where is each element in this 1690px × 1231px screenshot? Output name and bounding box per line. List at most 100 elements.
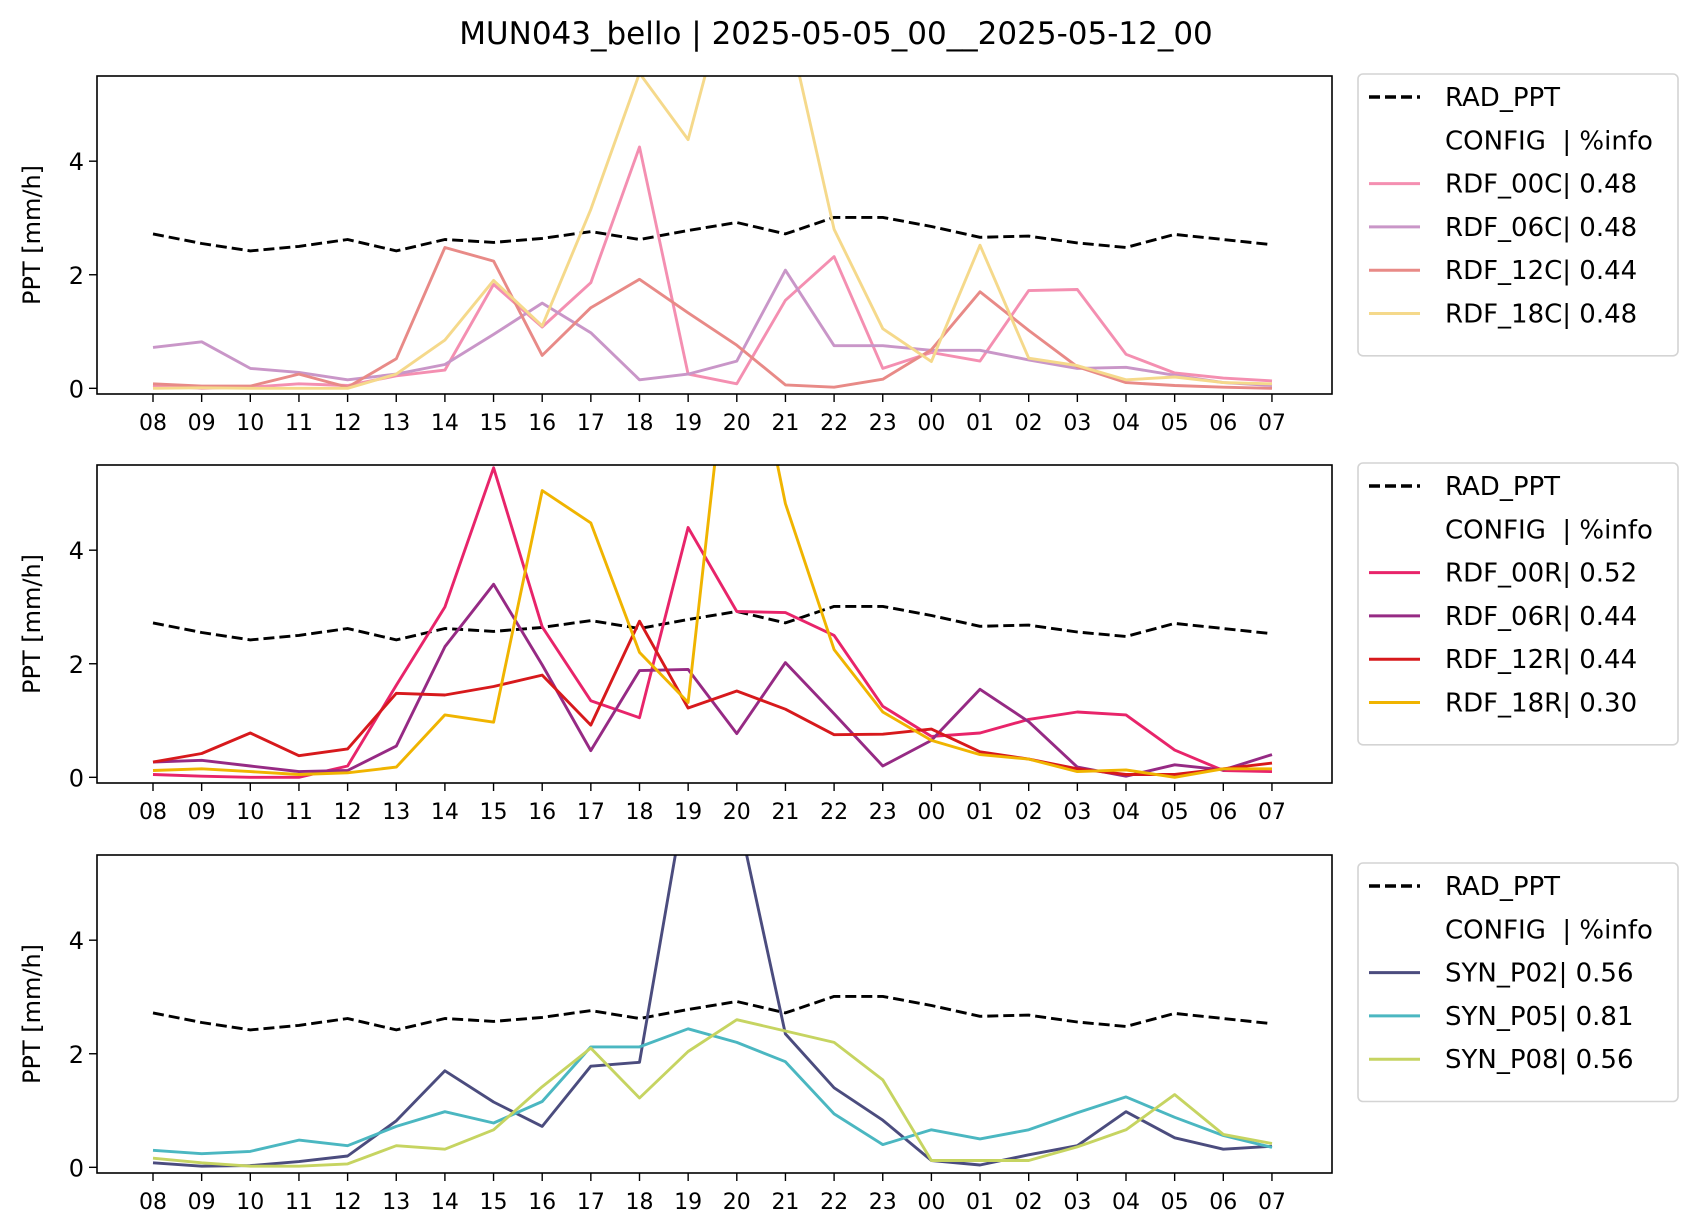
x-tick-label: 06 xyxy=(1209,800,1237,825)
series-line-rdf-18r xyxy=(152,465,1272,779)
y-axis-label: PPT [mm/h] xyxy=(18,944,46,1084)
x-tick-label: 00 xyxy=(917,411,945,436)
y-tick-label: 0 xyxy=(69,764,84,792)
legend: RAD_PPT CONFIG | %info SYN_P02| 0.56 SYN_P0… xyxy=(1357,862,1679,1103)
legend-box xyxy=(1357,862,1679,1103)
legend-header: CONFIG | %info xyxy=(1445,915,1653,945)
x-tick-label: 21 xyxy=(771,1190,799,1215)
series-group xyxy=(152,465,1273,779)
legend-entry-label: RDF_18C| 0.48 xyxy=(1445,300,1637,330)
y-tick-label: 2 xyxy=(69,262,84,290)
x-tick-label: 18 xyxy=(626,1190,654,1215)
x-tick-label: 19 xyxy=(674,411,702,436)
series-line-syn-p05 xyxy=(152,1027,1273,1156)
x-tick-label: 09 xyxy=(188,800,216,825)
x-tick-label: 14 xyxy=(431,411,459,436)
x-tick-label: 03 xyxy=(1063,411,1091,436)
x-tick-label: 05 xyxy=(1161,800,1189,825)
x-tick-label: 07 xyxy=(1258,1190,1286,1215)
x-tick-label: 02 xyxy=(1015,1190,1043,1215)
x-tick-label: 07 xyxy=(1258,411,1286,436)
x-tick-label: 23 xyxy=(869,1190,897,1215)
x-tick-label: 04 xyxy=(1112,800,1140,825)
x-tick-label: 15 xyxy=(480,411,508,436)
x-tick-label: 19 xyxy=(674,800,702,825)
series-line-rad-ppt xyxy=(152,994,1273,1032)
legend-entry-label: SYN_P08| 0.56 xyxy=(1445,1045,1634,1075)
x-tick-label: 07 xyxy=(1258,800,1286,825)
x-tick-label: 14 xyxy=(431,1190,459,1215)
x-tick-label: 22 xyxy=(820,411,848,436)
x-tick-label: 08 xyxy=(139,1190,167,1215)
x-tick-label: 13 xyxy=(382,1190,410,1215)
x-tick-label: 01 xyxy=(966,1190,994,1215)
x-tick-label: 22 xyxy=(820,800,848,825)
series-line-syn-p02 xyxy=(152,855,1273,1168)
x-tick-label: 12 xyxy=(334,1190,362,1215)
legend-entry-label: SYN_P05| 0.81 xyxy=(1445,1002,1634,1032)
x-tick-label: 04 xyxy=(1112,1190,1140,1215)
x-tick-label: 01 xyxy=(966,411,994,436)
x-tick-label: 20 xyxy=(723,800,751,825)
plot-frame xyxy=(96,854,1333,1174)
legend-entry-label: RDF_06C| 0.48 xyxy=(1445,213,1637,243)
x-tick-label: 09 xyxy=(188,1190,216,1215)
x-tick-label: 11 xyxy=(285,1190,313,1215)
x-tick-label: 06 xyxy=(1209,411,1237,436)
x-tick-label: 13 xyxy=(382,411,410,436)
x-tick-label: 08 xyxy=(139,800,167,825)
x-tick-label: 23 xyxy=(869,411,897,436)
x-tick-label: 11 xyxy=(285,411,313,436)
legend-entry-label: RDF_00R| 0.52 xyxy=(1445,559,1637,589)
x-tick-label: 13 xyxy=(382,800,410,825)
x-tick-label: 15 xyxy=(480,1190,508,1215)
x-tick-label: 14 xyxy=(431,800,459,825)
legend-box xyxy=(1357,462,1679,746)
figure-title: MUN043_bello | 2025-05-05_00__2025-05-12… xyxy=(459,16,1213,52)
x-tick-label: 16 xyxy=(528,800,556,825)
x-tick-label: 17 xyxy=(577,1190,605,1215)
legend: RAD_PPT CONFIG | %info RDF_00R| 0.52 RDF_06… xyxy=(1357,462,1679,746)
x-tick-label: 06 xyxy=(1209,1190,1237,1215)
y-tick-label: 0 xyxy=(69,375,84,403)
x-tick-label: 16 xyxy=(528,1190,556,1215)
series-line-rdf-00c xyxy=(152,145,1273,390)
y-tick-label: 4 xyxy=(69,148,84,176)
x-tick-label: 03 xyxy=(1063,800,1091,825)
x-tick-label: 10 xyxy=(236,1190,264,1215)
x-tick-label: 01 xyxy=(966,800,994,825)
series-line-rad-ppt xyxy=(152,215,1273,253)
y-axis-label: PPT [mm/h] xyxy=(18,554,46,694)
x-tick-label: 09 xyxy=(188,411,216,436)
x-tick-label: 15 xyxy=(480,800,508,825)
x-tick-label: 18 xyxy=(626,411,654,436)
legend-entry-label: RAD_PPT xyxy=(1445,872,1560,902)
x-tick-label: 00 xyxy=(917,800,945,825)
y-axis-label: PPT [mm/h] xyxy=(18,165,46,305)
x-tick-label: 02 xyxy=(1015,800,1043,825)
x-tick-label: 20 xyxy=(723,1190,751,1215)
legend: RAD_PPT CONFIG | %info RDF_00C| 0.48 RDF_06… xyxy=(1357,73,1679,357)
x-tick-label: 10 xyxy=(236,800,264,825)
y-tick-label: 4 xyxy=(69,537,84,565)
x-tick-label: 17 xyxy=(577,411,605,436)
legend-entry-label: RDF_12C| 0.44 xyxy=(1445,256,1637,286)
legend-entry-label: RDF_12R| 0.44 xyxy=(1445,645,1637,675)
x-tick-label: 18 xyxy=(626,800,654,825)
x-tick-label: 05 xyxy=(1161,1190,1189,1215)
x-tick-label: 12 xyxy=(334,411,362,436)
series-group xyxy=(152,855,1273,1168)
legend-entry-label: RDF_18R| 0.30 xyxy=(1445,689,1637,719)
x-tick-label: 17 xyxy=(577,800,605,825)
x-tick-label: 23 xyxy=(869,800,897,825)
y-tick-label: 0 xyxy=(69,1154,84,1182)
x-tick-label: 10 xyxy=(236,411,264,436)
x-tick-label: 04 xyxy=(1112,411,1140,436)
x-tick-label: 08 xyxy=(139,411,167,436)
x-tick-label: 21 xyxy=(771,800,799,825)
